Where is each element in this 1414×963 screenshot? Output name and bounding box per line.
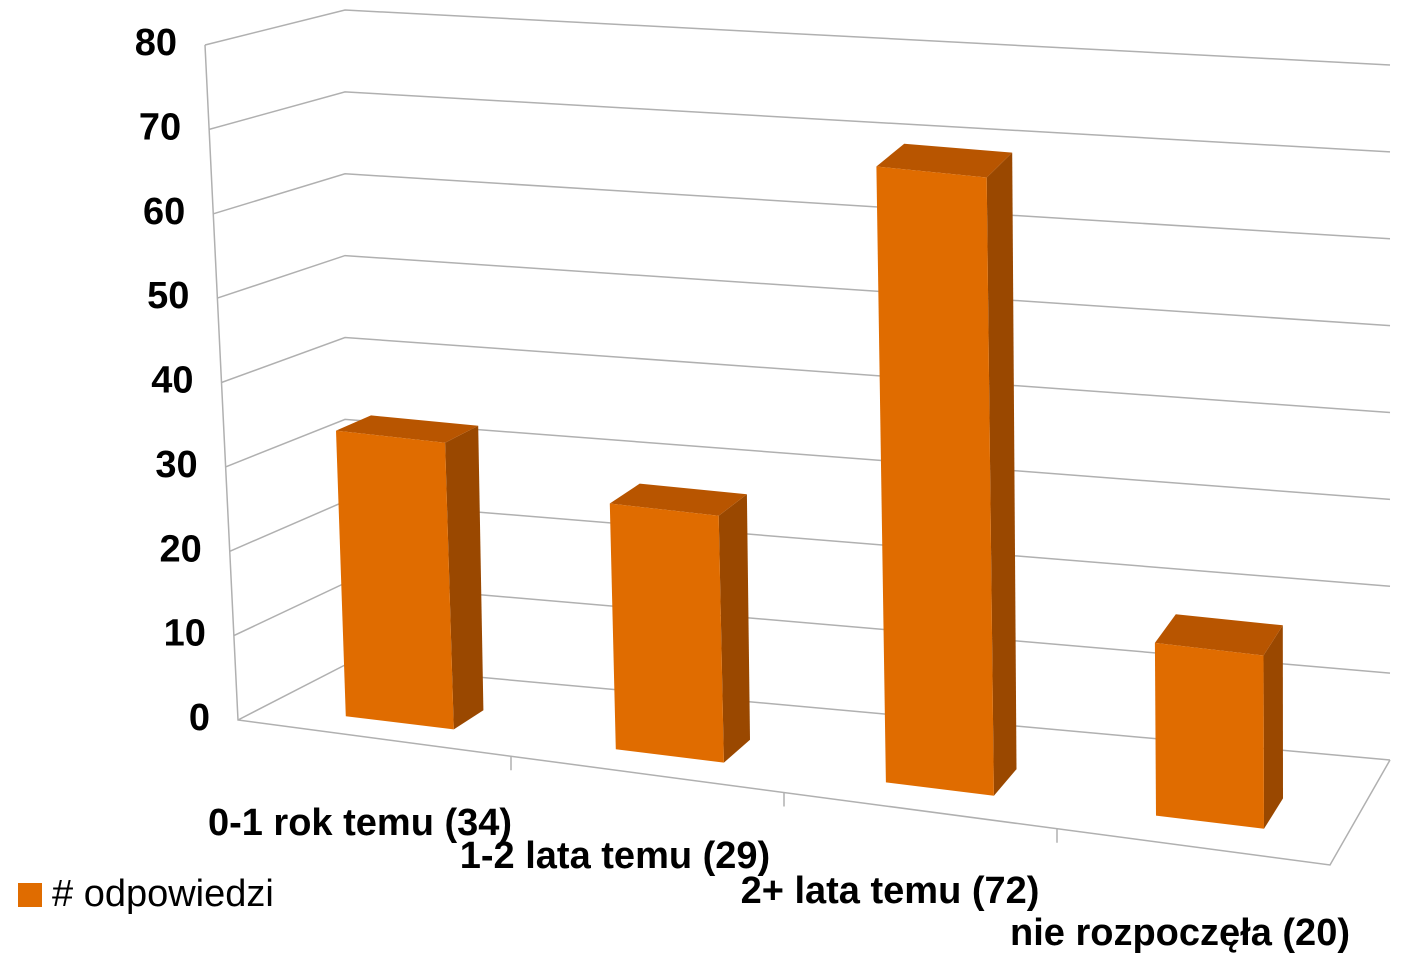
bar-top xyxy=(1154,614,1283,656)
grid-line xyxy=(208,91,1391,153)
grid-line xyxy=(217,254,1391,327)
y-tick-label: 60 xyxy=(143,191,185,233)
y-tick-label: 20 xyxy=(159,528,201,570)
x-tick-label: 0-1 rok temu (34) xyxy=(208,802,512,844)
bar-top xyxy=(336,415,479,443)
bar xyxy=(609,483,750,763)
bar-side xyxy=(445,425,484,730)
bar-top xyxy=(876,143,1013,178)
x-tick-label: 1-2 lata temu (29) xyxy=(460,835,770,877)
legend-swatch xyxy=(18,883,42,907)
y-tick-label: 0 xyxy=(189,697,210,739)
y-tick-label: 40 xyxy=(151,360,193,402)
grid-line xyxy=(225,418,1391,501)
bar-side xyxy=(718,494,750,763)
y-tick-label: 10 xyxy=(164,613,206,655)
bar xyxy=(336,415,484,730)
y-tick-label: 30 xyxy=(155,444,197,486)
legend-label: # odpowiedzi xyxy=(52,873,274,915)
y-tick-label: 70 xyxy=(139,106,181,148)
y-tick-label: 50 xyxy=(147,275,189,317)
bar-front xyxy=(1154,642,1264,829)
bar-top xyxy=(609,483,747,516)
bar-side xyxy=(986,152,1017,796)
x-tick-label: 2+ lata temu (72) xyxy=(741,870,1040,912)
bar-front xyxy=(609,503,724,763)
y-tick-label: 80 xyxy=(135,22,177,64)
grid-line xyxy=(213,173,1391,240)
x-tick-label: nie rozpoczęła (20) xyxy=(1010,912,1350,954)
bar-front xyxy=(876,166,994,796)
bar-side xyxy=(1263,625,1283,829)
grid-line xyxy=(221,336,1391,414)
bar-front xyxy=(336,430,454,730)
bar xyxy=(1154,614,1283,829)
bar xyxy=(876,143,1017,796)
grid-line xyxy=(204,9,1391,66)
